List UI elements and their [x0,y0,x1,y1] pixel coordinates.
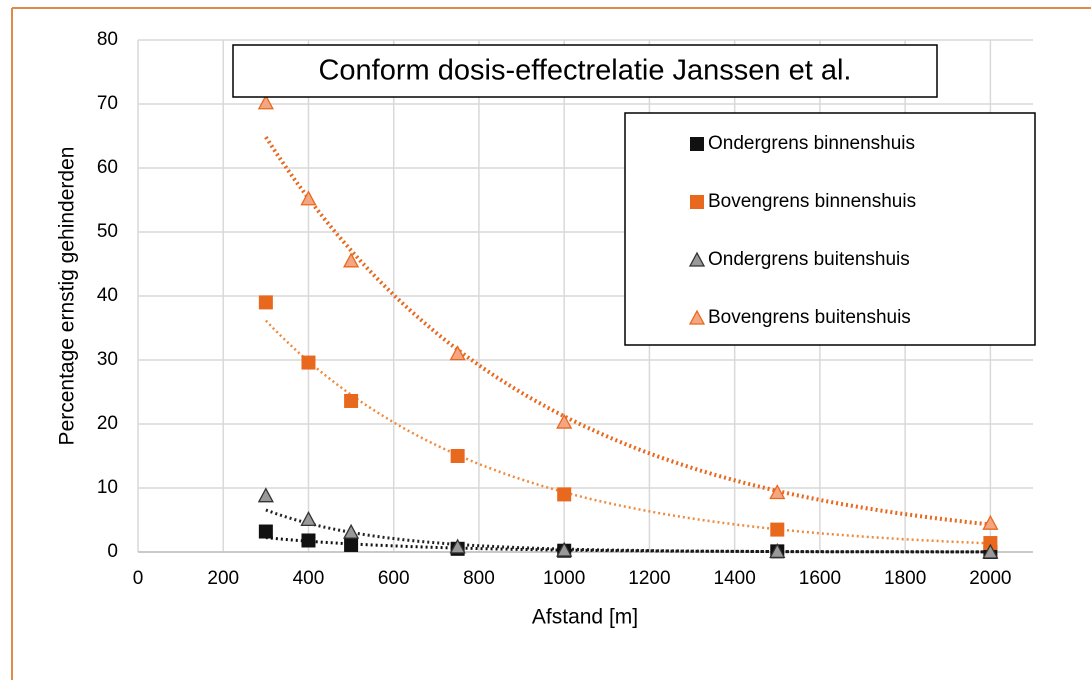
marker [769,542,786,559]
legend-marker [688,251,706,267]
x-tick-label: 600 [378,568,410,589]
marker [257,94,274,110]
y-axis-label: Percentage ernstig gehinderden [56,147,79,446]
marker [982,543,999,559]
x-tick-label: 0 [133,568,144,589]
x-tick-label: 1600 [799,568,841,589]
y-tick-label: 50 [97,221,118,242]
legend-label: Ondergrens binnenshuis [708,133,915,154]
legend-marker [688,309,706,325]
legend-label: Ondergrens buitenshuis [708,249,910,270]
marker [258,524,273,539]
y-tick-label: 40 [97,285,118,306]
marker [556,541,573,557]
x-tick-label: 1200 [628,568,670,589]
marker [301,533,316,548]
y-tick-label: 10 [97,477,118,498]
y-tick-label: 80 [97,29,118,50]
marker [258,295,273,310]
marks [257,94,999,559]
marker [556,413,573,429]
legend-label: Bovengrens binnenshuis [708,191,916,212]
y-tick-label: 60 [97,157,118,178]
trendline [264,319,991,545]
x-tick-label: 1000 [543,568,585,589]
trendlines [264,136,991,554]
x-tick-label: 1400 [714,568,756,589]
trendline [265,536,991,554]
marker [450,449,465,463]
marker [769,484,786,500]
legend-marker [690,137,704,151]
marker [344,537,359,552]
x-tick-label: 400 [293,568,325,589]
y-tick-label: 0 [107,541,118,562]
x-tick-label: 800 [463,568,495,589]
y-tick-label: 30 [97,349,118,370]
marker [449,538,466,554]
marker [557,487,572,502]
marker [257,487,274,503]
legend: Ondergrens binnenshuis Bovengrens binnens… [624,112,1036,346]
legend-label: Bovengrens buitenshuis [708,307,911,328]
marker [300,190,317,206]
y-tick-label: 70 [97,93,118,114]
marker [344,393,359,408]
y-tick-label: 20 [97,413,118,434]
x-tick-label: 1800 [884,568,926,589]
marker [301,355,316,370]
marker [983,536,998,551]
marker [343,523,360,539]
marker [300,510,317,527]
x-axis-label: Afstand [m] [532,606,638,629]
legend-box [624,112,1036,346]
marker [343,252,360,268]
chart-title: Conform dosis-effectrelatie Janssen et a… [318,55,851,87]
x-tick-label: 200 [207,568,239,589]
title-box [232,44,938,98]
legend-marker [690,195,704,209]
marker [770,522,785,537]
marker [449,345,466,361]
marker [982,514,999,530]
x-tick-label: 2000 [969,568,1011,589]
trendline [265,508,991,554]
